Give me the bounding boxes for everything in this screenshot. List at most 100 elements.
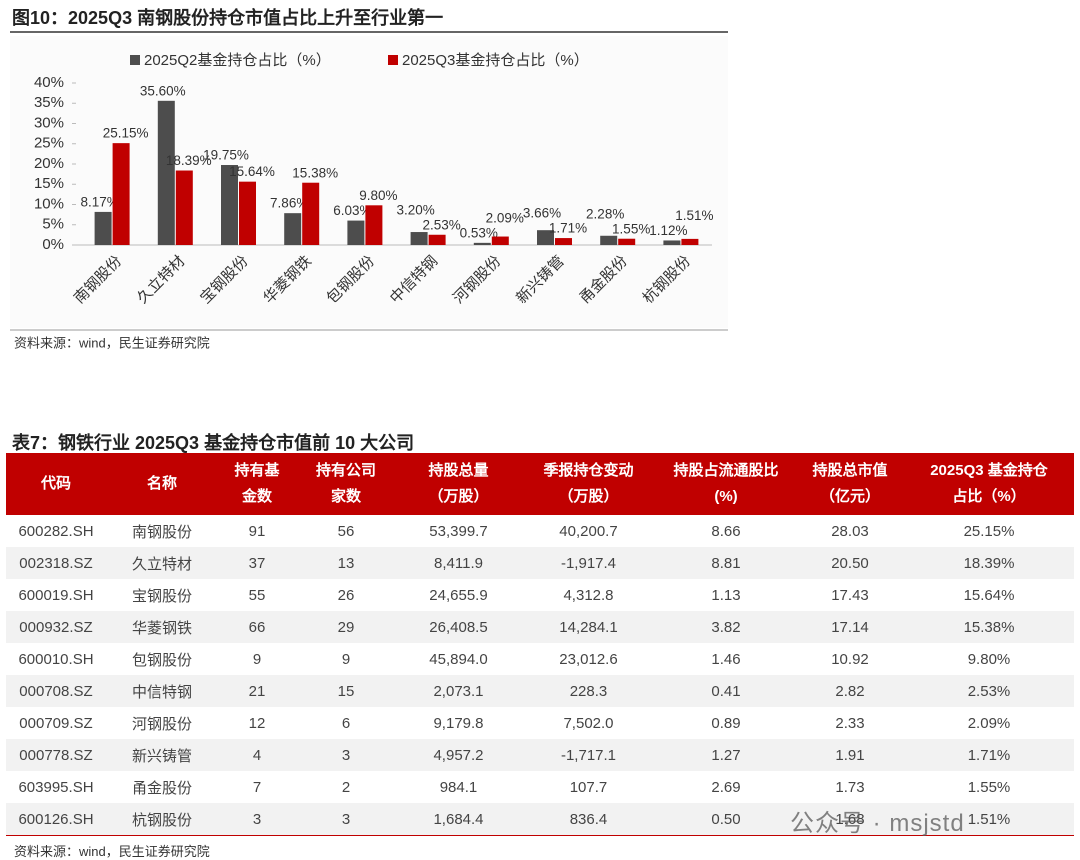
bar: [365, 205, 383, 245]
table-cell: 杭钢股份: [106, 803, 218, 836]
table-cell: 000778.SZ: [6, 739, 106, 771]
header-cell: 2025Q3 基金持仓 占比（%）: [904, 453, 1074, 515]
header-line: 持股占流通股比: [673, 462, 779, 479]
table-row: 600019.SH 宝钢股份 55 26 24,655.9 4,312.8 1.13 17.4…: [6, 579, 1074, 611]
y-tick-label: 35%: [34, 94, 64, 111]
table-cell: 13: [296, 547, 396, 579]
table-cell: 4: [218, 739, 296, 771]
header-line: 家数: [330, 488, 361, 505]
header-line: （万股）: [428, 488, 489, 505]
header-line: 持有基: [234, 462, 280, 479]
table-cell: 华菱钢铁: [106, 611, 218, 643]
watermark: 公众号 · msjstd: [790, 810, 965, 837]
table-cell: 26: [337, 586, 355, 604]
y-tick-label: 40%: [34, 74, 64, 91]
data-table: 代码 名称 持有基 金数 持有公司 家数 持股总量 （万股） 季报持仓变动 （万股） 持股占流通股比…: [6, 453, 1074, 836]
table-cell: 228.3: [521, 675, 656, 707]
table-cell: 8.66: [711, 522, 741, 540]
table-cell: 600282.SH: [18, 522, 94, 540]
value-label: 9.80%: [359, 188, 397, 203]
table-cell: 4,312.8: [563, 586, 614, 604]
table-cell: 002318.SZ: [6, 547, 106, 579]
table-cell: 28.03: [831, 522, 869, 540]
table-cell: 7: [252, 778, 262, 796]
header-line: 代码: [40, 475, 71, 492]
table-cell: 000709.SZ: [19, 714, 93, 732]
value-label: 3.20%: [396, 202, 434, 217]
table-cell: 宝钢股份: [131, 587, 192, 605]
table-cell: 29: [296, 611, 396, 643]
table-cell: 600126.SH: [6, 803, 106, 836]
value-label: 15.38%: [292, 165, 338, 180]
bar: [175, 170, 193, 245]
table-cell: 1.55%: [967, 778, 1011, 796]
table-cell: 66: [218, 611, 296, 643]
table-cell: 3: [296, 803, 396, 836]
table-cell: -1,717.1: [521, 739, 656, 771]
table-cell: 603995.SH: [18, 778, 94, 796]
table-cell: 000932.SZ: [6, 611, 106, 643]
bar: [157, 100, 175, 245]
table-cell: 9.80%: [967, 650, 1011, 668]
table-cell: 18.39%: [904, 547, 1074, 579]
table-cell: 3.82: [656, 611, 796, 643]
value-label: 6.03%: [333, 203, 371, 218]
table-row: 600010.SH 包钢股份 9 9 45,894.0 23,012.6 1.46 10.92…: [6, 643, 1074, 675]
table-cell: 12: [248, 714, 266, 732]
header-cell: 持有公司 家数: [296, 453, 396, 515]
header-line: 持有公司: [315, 462, 376, 479]
table-cell: 1.51%: [904, 803, 1074, 836]
table-cell: 1.27: [656, 739, 796, 771]
table-cell: 6: [341, 714, 351, 732]
bar: [600, 235, 618, 245]
header-line: （万股）: [558, 488, 619, 505]
table-cell: 24,655.9: [429, 586, 488, 604]
header-line: （亿元）: [819, 488, 880, 505]
table-cell: 1.46: [711, 650, 741, 668]
y-tick-label: 20%: [34, 155, 64, 172]
bar: [347, 220, 365, 245]
table-cell: 9: [252, 650, 262, 668]
table-cell: 0.50: [656, 803, 796, 836]
table-cell: 2.82: [796, 675, 904, 707]
header-cell: 季报持仓变动 （万股）: [521, 453, 656, 515]
table-title: 表7：钢铁行业 2025Q3 基金持仓市值前 10 大公司: [12, 433, 415, 453]
bar: [94, 211, 112, 245]
table-row: 002318.SZ 久立特材 37 13 8,411.9 -1,917.4 8.81 20.5…: [6, 547, 1074, 579]
y-tick-label: 5%: [42, 216, 64, 233]
legend-swatch: [130, 55, 140, 65]
y-tick-label: 0%: [42, 236, 64, 253]
value-label: 3.66%: [523, 206, 561, 221]
header-cell: 持股总市值 （亿元）: [796, 453, 904, 515]
value-label: 1.55%: [612, 221, 650, 236]
header-line: 2025Q3 基金持仓: [930, 462, 1048, 479]
value-label: 0.53%: [460, 225, 498, 240]
header-line: 占比（%）: [952, 488, 1026, 505]
table-cell: 37: [218, 547, 296, 579]
value-label: 1.51%: [675, 208, 713, 223]
table-cell: 600010.SH: [18, 650, 94, 668]
table-cell: 0.89: [711, 714, 741, 732]
value-label: 1.12%: [649, 223, 687, 238]
header-line: 季报持仓变动: [543, 462, 634, 479]
table-cell: 15: [296, 675, 396, 707]
table-cell: 55: [248, 586, 266, 604]
table-cell: 8.81: [656, 547, 796, 579]
table-cell: 8,411.9: [396, 547, 521, 579]
table-cell: 1.13: [711, 586, 741, 604]
y-tick-label: 15%: [34, 175, 64, 192]
header-line: 金数: [241, 488, 272, 505]
table-cell: 河钢股份: [131, 715, 192, 733]
value-label: 18.39%: [166, 153, 212, 168]
value-label: 1.71%: [549, 221, 587, 236]
chart-background: [10, 36, 728, 328]
figure-source: 资料来源：wind，民生证券研究院: [14, 335, 210, 350]
bar: [473, 242, 491, 245]
table-cell: 107.7: [569, 778, 608, 796]
table-cell: 91: [248, 522, 266, 540]
table-cell: 9,179.8: [433, 714, 484, 732]
table-cell: 26,408.5: [396, 611, 521, 643]
bar: [221, 165, 238, 245]
value-label: 15.64%: [229, 164, 275, 179]
value-label: 25.15%: [103, 126, 149, 141]
